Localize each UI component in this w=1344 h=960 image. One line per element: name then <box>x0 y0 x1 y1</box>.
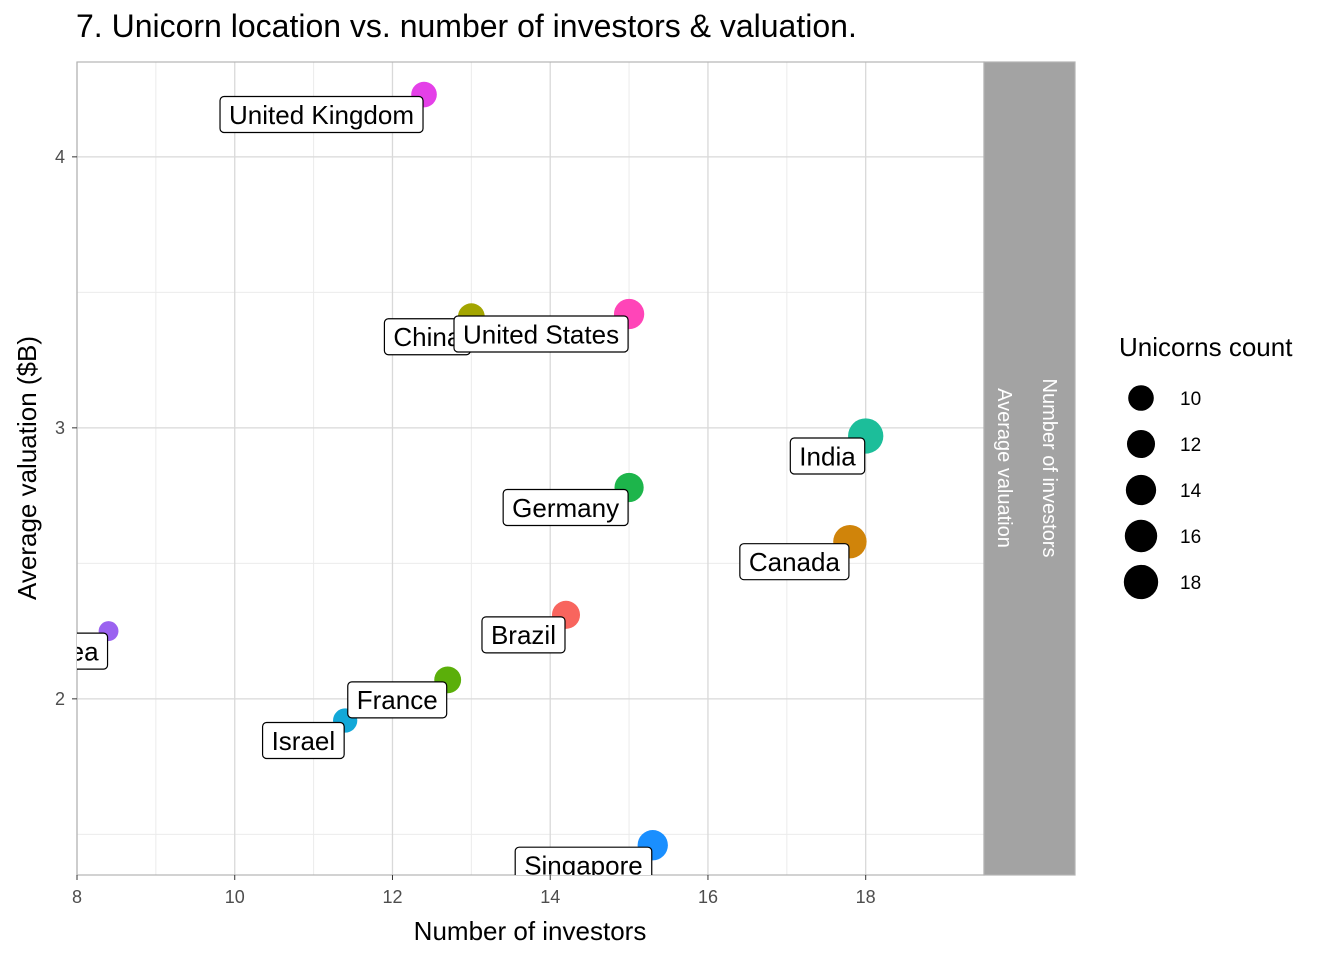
facet-strip <box>984 62 1075 875</box>
label-singapore: Singapore <box>514 846 653 881</box>
legend-title: Unicorns count <box>1119 332 1293 362</box>
label-israel: Israel <box>261 721 345 760</box>
y-tick-label: 3 <box>55 418 65 438</box>
x-tick-label: 12 <box>382 887 402 907</box>
label-text: Israel <box>272 726 336 756</box>
label-text: Germany <box>512 493 619 523</box>
strip-label-valuation: Average valuation <box>993 388 1015 548</box>
label-box <box>739 543 850 581</box>
strip-label-investors: Number of investors <box>1038 379 1060 558</box>
label-united-kingdom: United Kingdom <box>219 95 424 134</box>
legend-label-16: 16 <box>1180 527 1201 548</box>
strip-border <box>983 61 1076 876</box>
label-box <box>453 315 629 353</box>
y-axis-ticks: 2 3 4 <box>55 147 77 709</box>
label-text: Canada <box>749 547 841 577</box>
label-south-korea: South Korea <box>0 632 109 670</box>
label-box <box>77 632 109 670</box>
label-text: Singapore <box>524 851 643 881</box>
legend-label-12: 12 <box>1180 435 1201 456</box>
grid-lines <box>76 62 984 875</box>
chart-title: 7. Unicorn location vs. number of invest… <box>76 8 857 44</box>
label-germany: Germany <box>502 488 629 527</box>
x-axis-title: Number of investors <box>414 916 647 946</box>
legend-label-14: 14 <box>1180 481 1202 502</box>
x-tick-label: 18 <box>856 887 876 907</box>
label-box <box>789 437 866 475</box>
label-text: Brazil <box>491 620 556 650</box>
legend-key-14 <box>1125 474 1157 506</box>
label-text: France <box>357 685 438 715</box>
label-brazil: Brazil <box>481 616 566 654</box>
label-box <box>219 95 424 134</box>
y-tick-label: 4 <box>55 147 65 167</box>
label-france: France <box>347 681 448 719</box>
label-box <box>347 681 448 719</box>
label-text: United States <box>463 319 619 349</box>
label-box <box>481 616 566 654</box>
x-tick-label: 10 <box>225 887 245 907</box>
point-labels: United Kingdom China United States India Ger… <box>0 95 866 881</box>
label-canada: Canada <box>739 543 850 581</box>
x-tick-label: 14 <box>540 887 560 907</box>
x-axis-ticks: 8 10 12 14 16 18 <box>72 875 876 907</box>
legend-label-18: 18 <box>1180 573 1201 594</box>
label-text: India <box>799 441 856 471</box>
legend-key-10 <box>1128 385 1154 411</box>
label-united-states: United States <box>453 315 629 353</box>
label-box <box>261 721 345 760</box>
label-text: United Kingdom <box>229 100 414 130</box>
legend-label-10: 10 <box>1180 389 1201 410</box>
legend-key-16 <box>1124 519 1158 553</box>
label-text: China <box>393 322 461 352</box>
x-tick-label: 8 <box>72 887 82 907</box>
label-india: India <box>789 437 866 475</box>
label-china: China <box>383 318 471 356</box>
size-legend: Unicorns count 10 12 14 16 18 <box>1119 332 1293 600</box>
label-text: South Korea <box>0 636 99 666</box>
legend-key-18 <box>1123 564 1159 600</box>
label-box <box>502 488 629 527</box>
y-tick-label: 2 <box>55 689 65 709</box>
label-box <box>514 846 653 875</box>
legend-key-12 <box>1126 429 1156 459</box>
x-tick-label: 16 <box>698 887 718 907</box>
y-axis-title: Average valuation ($B) <box>12 336 42 600</box>
